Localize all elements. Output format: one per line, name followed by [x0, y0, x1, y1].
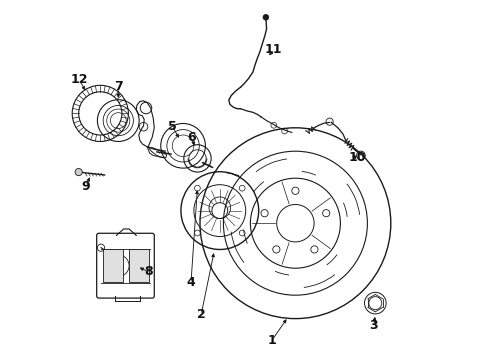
Bar — [103, 249, 123, 282]
Text: 1: 1 — [268, 334, 276, 347]
Text: 4: 4 — [187, 276, 196, 289]
Text: 9: 9 — [81, 180, 90, 193]
Text: 2: 2 — [196, 309, 205, 321]
Bar — [129, 249, 149, 282]
Circle shape — [75, 168, 82, 176]
Circle shape — [263, 14, 269, 20]
Text: 6: 6 — [187, 131, 196, 144]
Text: 12: 12 — [71, 73, 88, 86]
Text: 10: 10 — [348, 151, 366, 164]
Text: 8: 8 — [144, 265, 153, 278]
Text: 7: 7 — [114, 80, 122, 93]
Text: 5: 5 — [168, 120, 177, 132]
Text: 11: 11 — [265, 43, 283, 56]
Text: 3: 3 — [369, 319, 378, 332]
